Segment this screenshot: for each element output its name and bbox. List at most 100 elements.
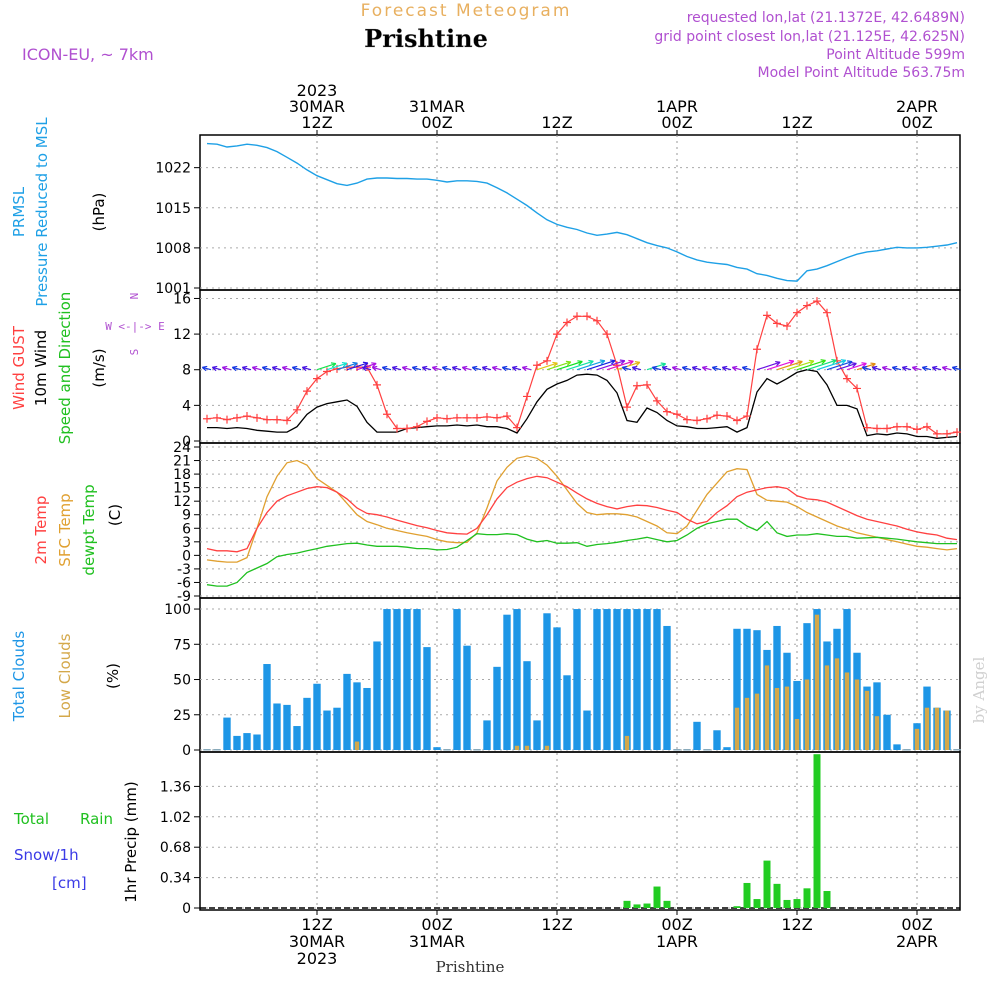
total-cloud-bar xyxy=(283,704,291,750)
gust-marker xyxy=(643,380,651,389)
wind-speed-line xyxy=(207,369,958,439)
wind-direction-arrow xyxy=(912,366,922,371)
wind-arrow-head xyxy=(808,359,815,365)
low-cloud-bar xyxy=(864,690,870,750)
gust-marker xyxy=(893,422,901,431)
wind-direction-arrow xyxy=(722,366,732,371)
gust-marker xyxy=(823,308,831,317)
wind-arrow-head xyxy=(610,359,616,365)
wind-direction-arrow xyxy=(732,366,742,371)
temp-tick-label: -9 xyxy=(177,589,191,605)
wind-direction-arrow xyxy=(882,366,892,371)
top-time-label: 2023 xyxy=(297,81,338,100)
pressure-panel-labels: PRMSL Pressure Reduced to MSL (hPa) xyxy=(10,117,108,307)
total-cloud-bar xyxy=(353,682,361,750)
gust-marker xyxy=(793,308,801,317)
wind-arrow-head xyxy=(401,365,408,372)
wind-arrow-head xyxy=(631,365,638,372)
wind-direction-arrow xyxy=(432,366,442,371)
gust-marker xyxy=(723,412,731,421)
wind-direction-arrow xyxy=(252,366,262,371)
wind-arrow-head xyxy=(870,362,876,368)
wind-arrow-head xyxy=(421,365,428,372)
gust-marker xyxy=(563,318,571,327)
wind-label-gust: Wind GUST xyxy=(10,325,28,410)
gust-marker xyxy=(273,415,281,424)
temp-tick-label: -6 xyxy=(177,575,191,591)
gust-marker xyxy=(423,417,431,426)
low-cloud-bar xyxy=(804,679,810,750)
rain-bar xyxy=(823,891,831,908)
dewpt-temp-line xyxy=(206,518,957,587)
low-cloud-bar xyxy=(924,707,930,750)
low-cloud-bar xyxy=(764,665,770,750)
total-cloud-bar xyxy=(523,661,531,750)
wind-direction-arrow xyxy=(512,366,522,371)
gust-marker xyxy=(783,322,791,331)
gust-marker xyxy=(653,396,661,405)
wind-arrow-head xyxy=(521,365,528,372)
wind-direction-arrow xyxy=(596,360,625,371)
gust-marker xyxy=(633,381,641,390)
low-cloud-bar xyxy=(814,614,820,750)
wind-arrow-head xyxy=(599,359,606,365)
wind-direction-arrow xyxy=(346,362,369,371)
wind-tick-label: 12 xyxy=(173,327,191,343)
gust-marker xyxy=(443,414,451,423)
low-cloud-bar xyxy=(514,745,520,750)
wind-arrow-head xyxy=(621,365,628,372)
wind-direction-arrow xyxy=(326,362,348,371)
total-cloud-bar xyxy=(683,749,691,751)
wind-arrow-head xyxy=(628,359,634,366)
gust-marker xyxy=(763,311,771,320)
low-cloud-bar xyxy=(734,707,740,750)
wind-arrow-head xyxy=(371,365,378,372)
gust-marker xyxy=(313,374,321,383)
gust-marker xyxy=(843,374,851,383)
wind-arrow-head xyxy=(871,365,878,372)
wind-direction-arrow xyxy=(232,366,242,371)
top-time-label: 31MAR xyxy=(409,97,465,116)
wind-arrow-head xyxy=(251,365,258,372)
total-cloud-bar xyxy=(493,666,501,750)
wind-arrow-head xyxy=(231,365,238,372)
rain-bar xyxy=(623,900,631,908)
wind-arrow-head xyxy=(861,365,868,372)
wind-arrow-head xyxy=(671,365,678,372)
low-cloud-bar xyxy=(844,672,850,750)
gust-marker xyxy=(233,413,241,422)
cloud-panel-labels: Total Clouds Low Clouds (%) xyxy=(10,631,122,723)
wind-arrow-head xyxy=(901,365,908,372)
total-cloud-bar xyxy=(383,609,391,750)
bottom-time-label: 31MAR xyxy=(409,932,465,951)
gust-marker xyxy=(813,297,821,306)
total-cloud-bar xyxy=(303,697,311,750)
bottom-time-label: 1APR xyxy=(656,932,698,951)
low-cloud-bar xyxy=(854,679,860,750)
wind-direction-arrow xyxy=(442,366,452,371)
low-cloud-bar xyxy=(934,707,940,750)
wind-arrow-head xyxy=(371,362,377,368)
top-time-label: 00Z xyxy=(901,113,932,132)
top-time-label: 12Z xyxy=(781,113,812,132)
low-cloud-bar xyxy=(824,665,830,750)
wind-arrow-head xyxy=(201,365,208,372)
wind-direction-arrow xyxy=(766,360,795,371)
wind-direction-arrow xyxy=(536,362,558,371)
pressure-tick-label: 1022 xyxy=(155,161,191,177)
wind-gust-line xyxy=(206,300,958,435)
wind-arrow-head xyxy=(851,362,857,368)
gust-marker xyxy=(953,428,961,437)
panel-frame-pressure xyxy=(199,134,961,291)
wind-direction-arrow xyxy=(302,366,312,371)
gust-marker xyxy=(923,422,931,431)
wind-arrow-head xyxy=(681,365,688,372)
panel-frame-precip xyxy=(199,751,961,911)
total-cloud-bar xyxy=(233,735,241,750)
low-cloud-bar xyxy=(794,718,800,750)
wind-arrow-head xyxy=(831,358,837,365)
wind-direction-arrow xyxy=(546,361,572,371)
total-cloud-bar xyxy=(563,675,571,750)
low-cloud-bar xyxy=(544,745,550,750)
low-cloud-bar xyxy=(744,697,750,750)
